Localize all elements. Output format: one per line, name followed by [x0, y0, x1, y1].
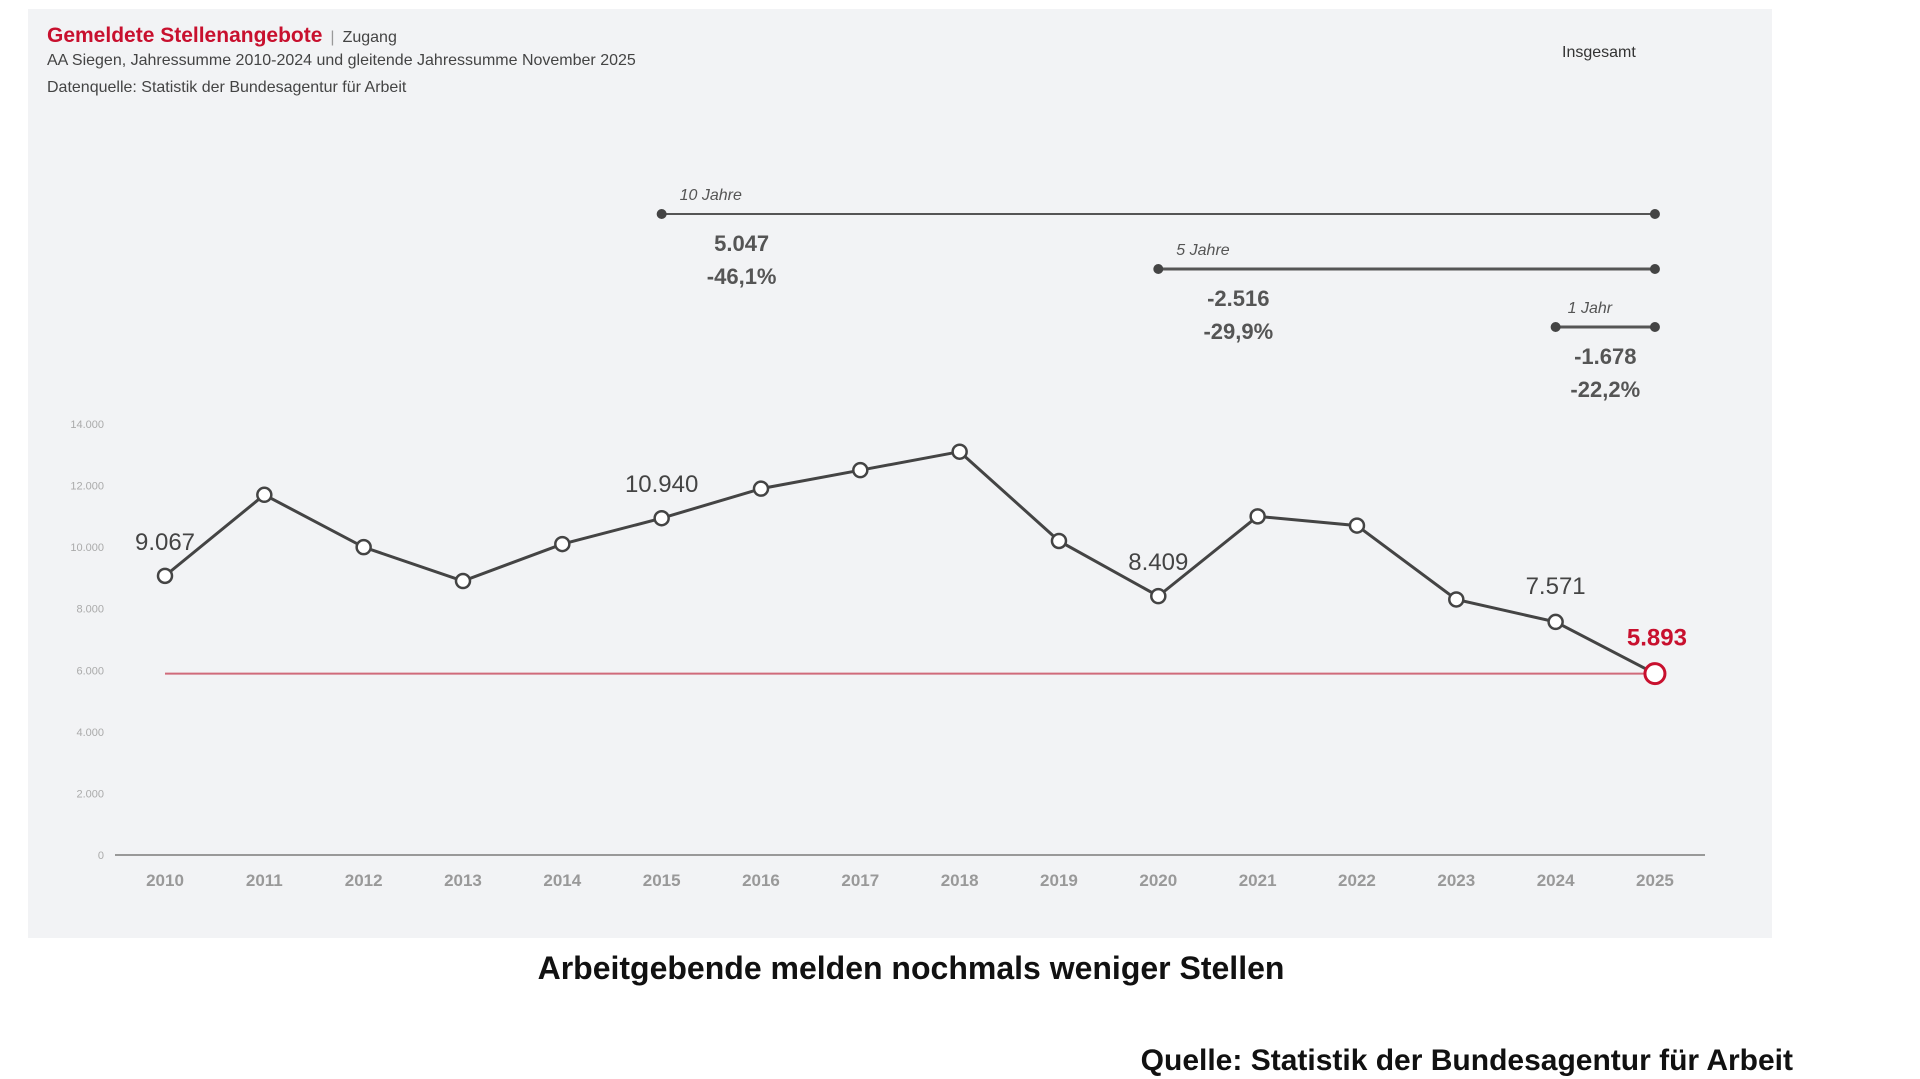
range-percent-change: -46,1%: [707, 264, 777, 289]
chart-panel: [28, 9, 1772, 938]
range-percent-change: -29,9%: [1203, 319, 1273, 344]
chart-tag: Zugang: [342, 29, 397, 46]
x-tick-label: 2021: [1239, 871, 1277, 890]
y-tick-label: 2.000: [76, 788, 104, 800]
data-point: [156, 567, 174, 585]
data-point: [1249, 508, 1266, 525]
x-tick-label: 2010: [146, 871, 184, 890]
x-tick-label: 2022: [1338, 871, 1376, 890]
range-label: 5 Jahre: [1176, 242, 1229, 259]
data-point: [951, 443, 968, 460]
range-label: 1 Jahr: [1568, 300, 1613, 317]
x-tick-label: 2013: [444, 871, 482, 890]
source-note: Quelle: Statistik der Bundesagentur für …: [1140, 1044, 1793, 1077]
x-tick-label: 2015: [643, 871, 681, 890]
x-tick-label: 2018: [941, 871, 979, 890]
data-point: [653, 509, 670, 527]
range-absolute-change: -2.516: [1207, 286, 1269, 311]
chart-subtitle: AA Siegen, Jahressumme 2010-2024 und gle…: [47, 52, 636, 69]
x-tick-label: 2016: [742, 871, 780, 890]
range-absolute-change: 5.047: [714, 231, 769, 256]
data-point-current: [1643, 662, 1667, 686]
title-separator: |: [330, 29, 335, 46]
data-label: 7.571: [1526, 573, 1586, 600]
range-endpoint: [1649, 209, 1660, 219]
range-endpoint: [1550, 322, 1561, 332]
legend-entry: Insgesamt: [1562, 44, 1636, 61]
chart-header: Gemeldete Stellenangebote | Zugang: [47, 24, 397, 48]
data-point: [752, 480, 770, 497]
data-point: [256, 486, 273, 504]
x-tick-label: 2017: [841, 871, 879, 890]
y-tick-label: 4.000: [76, 727, 104, 739]
range-endpoint: [1649, 264, 1660, 274]
data-point: [852, 461, 869, 479]
x-tick-label: 2024: [1537, 871, 1575, 890]
y-tick-label: 0: [98, 850, 104, 862]
y-tick-label: 10.000: [70, 542, 104, 554]
data-label: 5.893: [1627, 625, 1687, 652]
range-endpoint: [1649, 322, 1660, 332]
x-tick-label: 2019: [1040, 871, 1078, 890]
data-point: [454, 572, 472, 590]
x-tick-label: 2014: [543, 871, 581, 890]
data-point: [1448, 591, 1465, 608]
data-point: [1150, 587, 1167, 605]
y-tick-label: 8.000: [76, 604, 104, 616]
range-endpoint: [1153, 264, 1164, 274]
data-point: [554, 535, 571, 553]
x-tick-label: 2023: [1437, 871, 1475, 890]
data-label: 8.409: [1128, 549, 1188, 576]
x-tick-label: 2020: [1139, 871, 1177, 890]
y-tick-label: 14.000: [70, 419, 104, 431]
x-tick-label: 2012: [345, 871, 383, 890]
series-line: [164, 450, 1656, 675]
data-point: [1348, 517, 1366, 534]
data-label: 9.067: [135, 529, 195, 556]
data-point: [355, 538, 372, 556]
y-tick-label: 12.000: [70, 481, 104, 493]
range-endpoint: [656, 209, 667, 219]
chart-datasource: Datenquelle: Statistik der Bundesagentur…: [47, 79, 407, 96]
range-absolute-change: -1.678: [1574, 344, 1636, 369]
data-point: [1547, 613, 1564, 631]
data-point: [1050, 532, 1068, 550]
data-label: 10.940: [625, 471, 698, 498]
range-label: 10 Jahre: [680, 187, 742, 204]
x-tick-label: 2025: [1636, 871, 1674, 890]
caption: Arbeitgebende melden nochmals weniger St…: [537, 950, 1285, 986]
chart-title: Gemeldete Stellenangebote: [47, 24, 323, 47]
x-tick-label: 2011: [246, 871, 283, 890]
range-percent-change: -22,2%: [1570, 377, 1640, 402]
y-tick-label: 6.000: [76, 665, 104, 677]
